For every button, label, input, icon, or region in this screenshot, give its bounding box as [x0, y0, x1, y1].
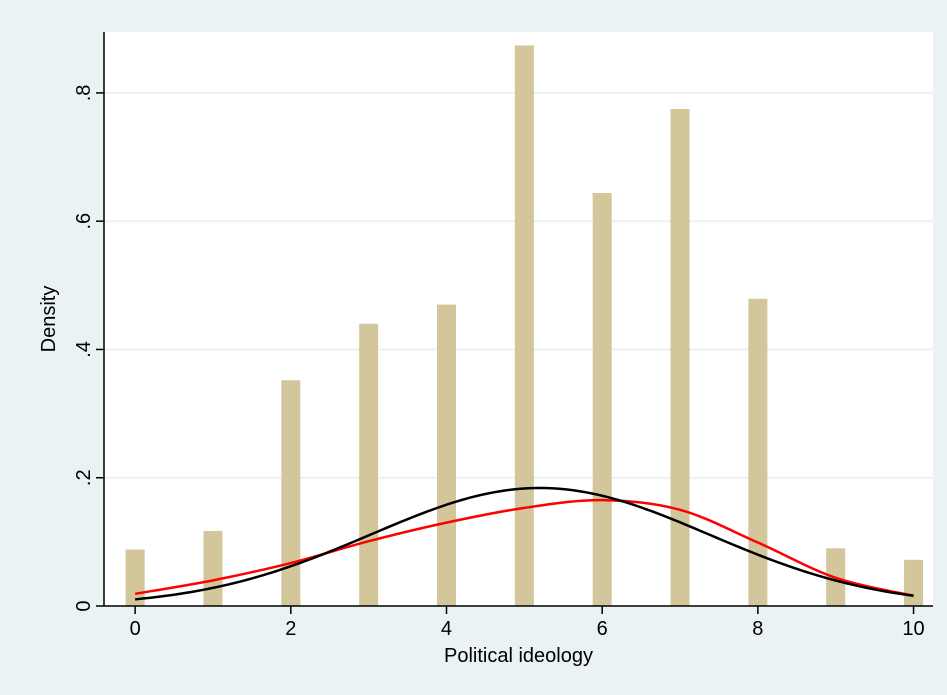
- x-tick-label-6: 6: [597, 618, 608, 640]
- x-tick-label-0: 0: [130, 618, 141, 640]
- y-axis-title: Density: [38, 286, 60, 353]
- bar-2: [281, 380, 301, 606]
- bar-10: [904, 559, 924, 606]
- y-tick-label-4: .8: [73, 85, 95, 102]
- y-tick-label-2: .4: [73, 341, 95, 358]
- density-curves: [134, 486, 914, 601]
- bar-1: [203, 530, 223, 606]
- y-tick-label-0: 0: [73, 600, 95, 611]
- y-tick-label-1: .2: [73, 469, 95, 486]
- x-tick-label-4: 4: [441, 618, 452, 640]
- x-tick-label-10: 10: [902, 618, 924, 640]
- kernel-density-line: [134, 498, 914, 597]
- x-tick-label-2: 2: [285, 618, 296, 640]
- bar-5: [514, 45, 534, 607]
- x-tick-label-8: 8: [752, 618, 763, 640]
- bar-7: [670, 108, 690, 607]
- y-tick-label-3: .6: [73, 213, 95, 230]
- bar-3: [359, 323, 379, 606]
- histogram-bars: [125, 45, 924, 607]
- tick-labels: 0 2 4 6 8 10 0 .2 .4 .6 .8: [73, 85, 925, 640]
- bar-8: [748, 298, 768, 606]
- bar-6: [592, 192, 612, 606]
- bar-4: [436, 304, 456, 606]
- axes: [96, 32, 933, 614]
- x-axis-title: Political ideology: [444, 645, 593, 667]
- normal-density-line: [135, 486, 914, 601]
